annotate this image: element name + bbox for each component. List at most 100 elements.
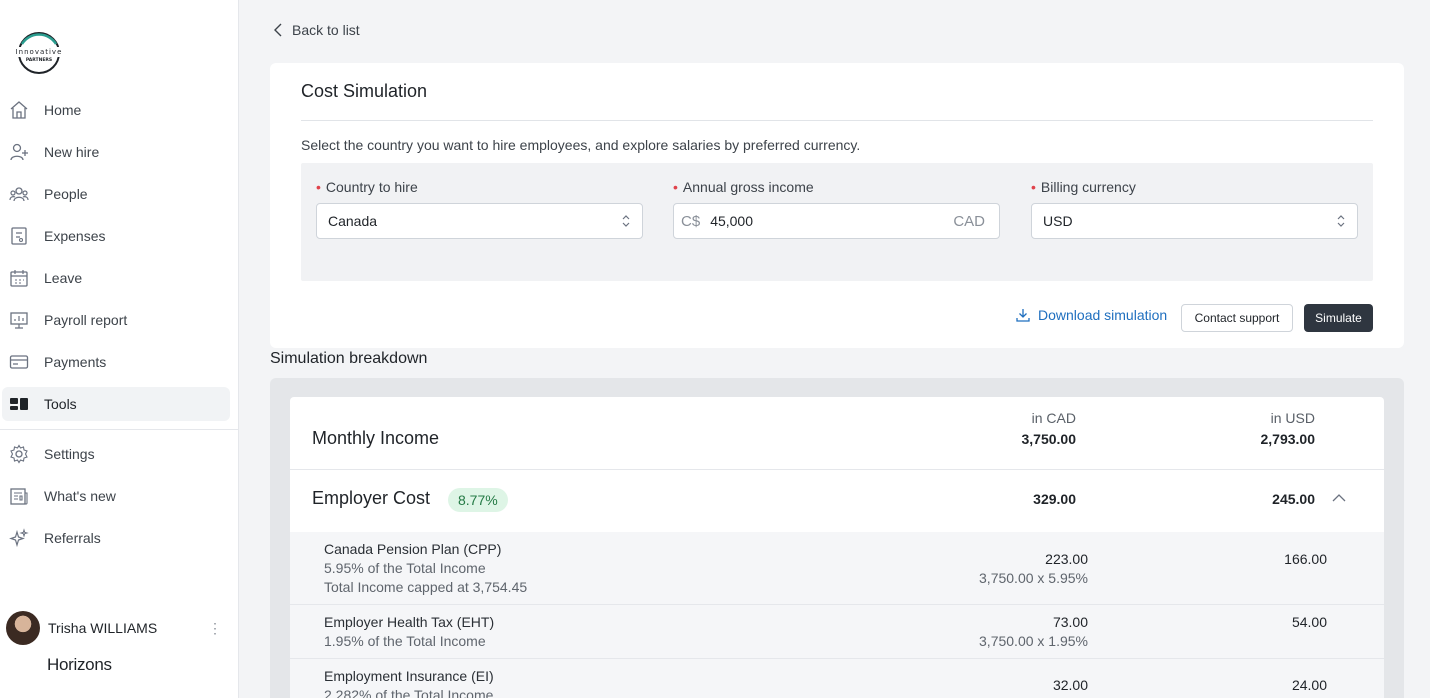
sidebar-item-label: Payroll report — [44, 312, 128, 328]
item-rate: 2.282% of the Total Income — [324, 687, 494, 698]
back-link[interactable]: Back to list — [272, 22, 360, 38]
income-label-text: Annual gross income — [682, 179, 814, 195]
item-cap: Total Income capped at 3,754.45 — [324, 579, 528, 595]
list-item: Employer Health Tax (EHT) 1.95% of the T… — [290, 605, 1384, 659]
svg-text:Innovative: Innovative — [16, 48, 63, 56]
item-cad-amount: 223.00 — [1045, 551, 1088, 567]
item-calculation: 3,750.00 x 1.95% — [979, 633, 1088, 649]
svg-text:PARTNERS: PARTNERS — [26, 57, 52, 63]
employer-cost-row[interactable]: Employer Cost 8.77% 329.00 245.00 — [290, 470, 1384, 532]
simulate-button[interactable]: Simulate — [1304, 304, 1373, 332]
sidebar-item-label: Referrals — [44, 530, 101, 546]
item-calculation: 3,750.00 x 5.95% — [979, 570, 1088, 586]
item-cad-amount: 32.00 — [1052, 677, 1088, 693]
income-value: 45,000 — [710, 213, 754, 229]
page-title: Cost Simulation — [301, 81, 428, 101]
item-name: Employment Insurance (EI) — [324, 668, 494, 684]
sidebar-divider — [0, 429, 238, 430]
billing-currency-value: USD — [1043, 213, 1073, 229]
sidebar-item-leave[interactable]: Leave — [2, 261, 230, 295]
item-rate: 1.95% of the Total Income — [324, 633, 486, 649]
add-user-icon — [9, 142, 29, 162]
sidebar-item-whats-new[interactable]: What's new — [2, 479, 230, 513]
download-simulation-link[interactable]: Download simulation — [1016, 307, 1167, 323]
sidebar-item-label: Leave — [44, 270, 83, 286]
user-name: Trisha WILLIAMS — [48, 620, 158, 636]
brand-logo: Horizons — [47, 655, 112, 674]
item-rate: 5.95% of the Total Income — [324, 560, 486, 576]
card-icon — [9, 352, 29, 372]
item-cad-amount: 73.00 — [1052, 614, 1088, 630]
sparkle-icon — [9, 528, 29, 548]
people-icon — [9, 184, 29, 204]
item-usd-amount: 54.00 — [1291, 614, 1327, 630]
home-icon — [9, 100, 29, 120]
tools-icon — [9, 394, 29, 414]
column-header-cad: in CAD — [1031, 410, 1076, 426]
required-marker: • — [1031, 179, 1036, 195]
employer-cost-usd: 245.00 — [1272, 491, 1315, 507]
item-name: Canada Pension Plan (CPP) — [324, 541, 502, 557]
country-value: Canada — [328, 213, 378, 229]
sidebar-item-payroll-report[interactable]: Payroll report — [2, 303, 230, 337]
user-profile[interactable]: Trisha WILLIAMS — [6, 611, 157, 645]
employer-cost-badge: 8.77% — [448, 488, 508, 512]
billing-currency-select[interactable]: USD — [1031, 203, 1358, 239]
sidebar-item-label: Settings — [44, 446, 95, 462]
title-divider — [301, 120, 1373, 121]
list-item: Employment Insurance (EI) 2.282% of the … — [290, 659, 1384, 698]
simulation-description: Select the country you want to hire empl… — [301, 137, 861, 153]
contact-support-button[interactable]: Contact support — [1181, 304, 1293, 332]
chevron-up-down-icon — [621, 213, 631, 232]
sidebar-item-referrals[interactable]: Referrals — [2, 521, 230, 555]
currency-prefix: C$ — [681, 212, 701, 230]
company-logo[interactable]: Innovative PARTNERS — [13, 30, 65, 76]
sidebar-item-people[interactable]: People — [2, 177, 230, 211]
sidebar-item-label: People — [44, 186, 88, 202]
sidebar-item-label: Payments — [44, 354, 107, 370]
simulation-breakdown: in CAD in USD Monthly Income 3,750.00 2,… — [270, 378, 1404, 698]
sidebar-item-label: Tools — [44, 396, 77, 412]
employer-cost-cad: 329.00 — [1033, 491, 1076, 507]
country-label-text: Country to hire — [325, 179, 418, 195]
sidebar-item-new-hire[interactable]: New hire — [2, 135, 230, 169]
item-usd-amount: 24.00 — [1291, 677, 1327, 693]
sidebar-item-tools[interactable]: Tools — [2, 387, 230, 421]
column-header-usd: in USD — [1270, 410, 1315, 426]
chevron-up-icon[interactable] — [1332, 490, 1346, 508]
income-label: • Annual gross income — [673, 179, 814, 195]
breakdown-title: Simulation breakdown — [270, 350, 428, 367]
country-select[interactable]: Canada — [316, 203, 643, 239]
simulation-form: • Country to hire Canada • Annual gross in… — [301, 163, 1373, 281]
sidebar-item-settings[interactable]: Settings — [2, 437, 230, 471]
annual-income-input[interactable]: C$ 45,000 CAD — [673, 203, 1000, 239]
more-options-icon[interactable]: ⋮ — [208, 620, 222, 636]
required-marker: • — [316, 179, 321, 195]
breakdown-table: in CAD in USD Monthly Income 3,750.00 2,… — [290, 397, 1384, 698]
cost-simulation-card: Cost Simulation Select the country you w… — [270, 63, 1404, 348]
item-name: Employer Health Tax (EHT) — [324, 614, 495, 630]
chevron-up-down-icon — [1336, 213, 1346, 232]
currency-suffix: CAD — [953, 212, 985, 230]
sidebar-item-label: What's new — [44, 488, 116, 504]
monthly-income-usd: 2,793.00 — [1260, 431, 1316, 447]
avatar — [6, 611, 40, 645]
employer-cost-label: Employer Cost — [312, 488, 431, 508]
receipt-icon — [9, 226, 29, 246]
sidebar-item-home[interactable]: Home — [2, 93, 230, 127]
chevron-left-icon — [272, 23, 284, 37]
sidebar: Innovative PARTNERS Home New hire People… — [0, 0, 239, 698]
sidebar-item-payments[interactable]: Payments — [2, 345, 230, 379]
sidebar-item-label: Home — [44, 102, 82, 118]
list-item: Canada Pension Plan (CPP) 5.95% of the T… — [290, 532, 1384, 605]
sidebar-item-label: Expenses — [44, 228, 106, 244]
item-usd-amount: 166.00 — [1284, 551, 1327, 567]
sidebar-item-expenses[interactable]: Expenses — [2, 219, 230, 253]
news-icon — [9, 486, 29, 506]
country-label: • Country to hire — [316, 179, 418, 195]
monthly-income-row: in CAD in USD Monthly Income 3,750.00 2,… — [290, 397, 1384, 470]
monthly-income-label: Monthly Income — [312, 428, 440, 448]
monthly-income-cad: 3,750.00 — [1021, 431, 1077, 447]
calendar-icon — [9, 268, 29, 288]
chart-board-icon — [9, 310, 29, 330]
